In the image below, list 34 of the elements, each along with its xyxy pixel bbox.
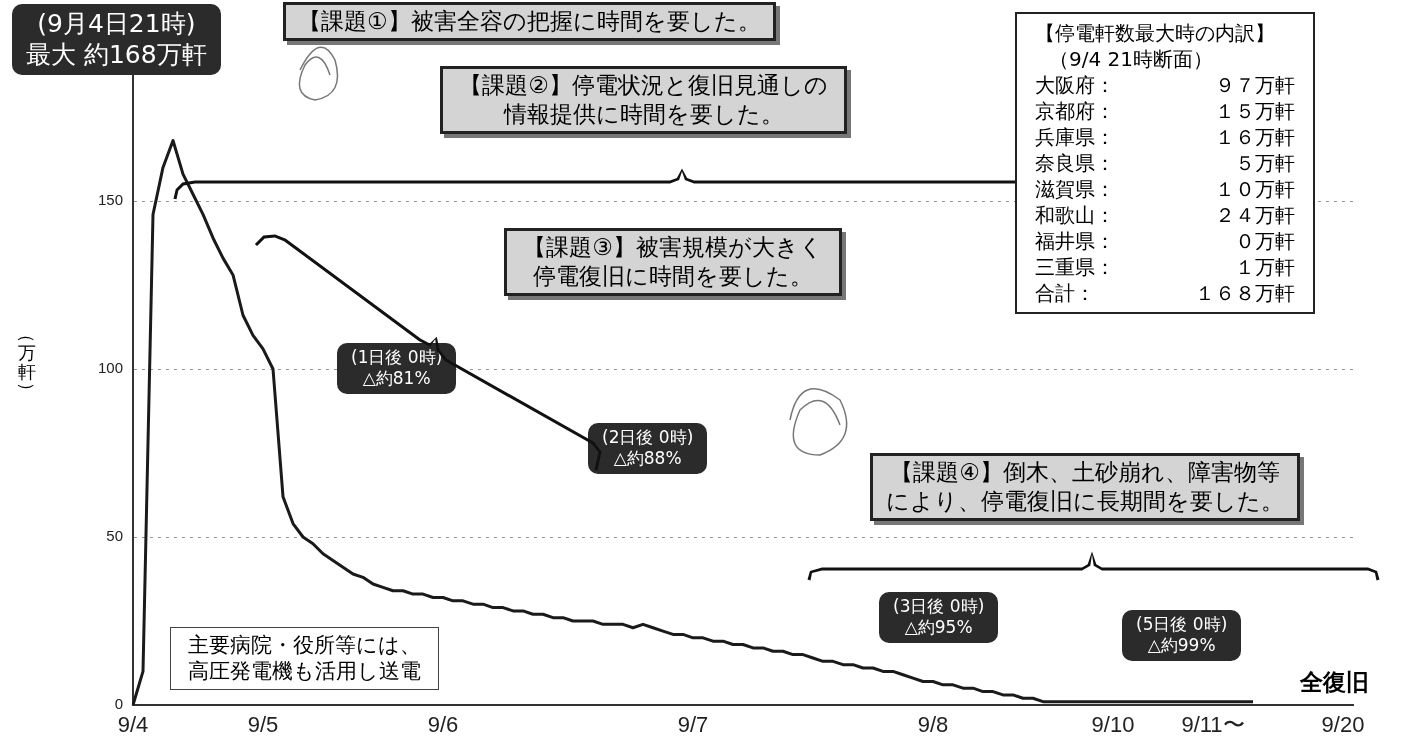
annotation: 【課題②】停電状況と復旧見通しの情報提供に時間を要した。 <box>440 66 848 134</box>
annotation: 全復旧 <box>1300 668 1369 697</box>
y-axis-title: （万軒） <box>17 325 39 401</box>
x-tick-label: 9/10 <box>1091 712 1135 738</box>
text: 大阪府：９７万軒 <box>1035 73 1295 97</box>
x-tick-label: 9/8 <box>917 712 949 738</box>
x-tick-label: 9/7 <box>677 712 709 738</box>
annotation: (3日後 0時) △約95% <box>879 592 999 643</box>
text: 滋賀県：１０万軒 <box>1035 177 1295 201</box>
text: 三重県：１万軒 <box>1035 255 1295 279</box>
y-tick-label: 150 <box>97 191 123 209</box>
annotation: (9月4日21時) 最大 約168万軒 <box>12 4 221 75</box>
annotation: (5日後 0時) △約99% <box>1122 610 1242 661</box>
text: 兵庫県：１６万軒 <box>1035 125 1295 149</box>
y-tick-label: 50 <box>106 527 123 545</box>
x-tick-label: 9/4 <box>117 712 149 738</box>
y-tick-label: 100 <box>97 359 123 377</box>
text: 福井県：０万軒 <box>1035 229 1295 253</box>
annotation: （9/4 21時断面） <box>1048 46 1214 72</box>
annotation: 【課題③】被害規模が大きく停電復旧に時間を要した。 <box>504 228 843 296</box>
x-tick-label: 9/5 <box>247 712 279 738</box>
annotation: (2日後 0時) △約88% <box>588 423 708 474</box>
text: 奈良県：５万軒 <box>1035 151 1295 175</box>
annotation: 【課題④】倒木、土砂崩れ、障害物等により、停電復旧に長期間を要した。 <box>870 453 1301 521</box>
x-tick-label: 9/6 <box>427 712 459 738</box>
annotation: 【停電軒数最大時の内訳】 <box>1035 20 1276 46</box>
annotation: 【課題①】被害全容の把握に時間を要した。 <box>283 2 776 41</box>
text: 京都府：１５万軒 <box>1035 99 1295 123</box>
text: 合計：１６８万軒 <box>1035 281 1295 305</box>
x-tick-label: 9/20 <box>1321 712 1365 738</box>
x-tick-label: 9/11〜 <box>1181 712 1245 738</box>
text: 和歌山：２４万軒 <box>1035 203 1295 227</box>
y-tick-label: 0 <box>114 695 123 713</box>
annotation: 主要病院・役所等には、高圧発電機も活用し送電 <box>170 627 440 690</box>
